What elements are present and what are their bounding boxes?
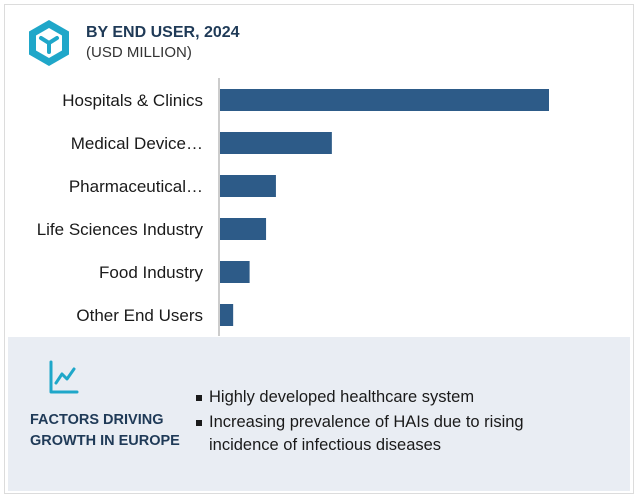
bar-chart: Hospitals & Clinics Medical Device… Pharma… xyxy=(37,78,549,336)
cube-logo-icon xyxy=(29,20,69,66)
factor-item: Highly developed healthcare system xyxy=(196,386,596,409)
category-label: Food Industry xyxy=(99,263,203,282)
bullet-icon xyxy=(196,420,202,426)
factors-heading: FACTORS DRIVING GROWTH IN EUROPE xyxy=(30,412,180,449)
factors-list: Highly developed healthcare system Incre… xyxy=(196,386,596,459)
category-label: Pharmaceutical… xyxy=(69,177,203,196)
bullet-icon xyxy=(196,395,202,401)
factor-item: Increasing prevalence of HAIs due to ris… xyxy=(196,411,596,457)
category-label: Life Sciences Industry xyxy=(37,220,204,239)
factor-text: Highly developed healthcare system xyxy=(209,388,475,406)
bar xyxy=(220,304,234,326)
bar xyxy=(220,218,267,240)
category-label: Hospitals & Clinics xyxy=(62,91,203,110)
factors-panel xyxy=(8,337,630,491)
bar xyxy=(220,175,276,197)
infographic-frame xyxy=(4,4,634,494)
bar xyxy=(220,89,549,111)
factor-text: Increasing prevalence of HAIs due to ris… xyxy=(209,413,524,454)
bar xyxy=(220,261,250,283)
category-label: Other End Users xyxy=(76,306,203,325)
chart-title: BY END USER, 2024 xyxy=(86,24,240,41)
chart-subtitle: (USD MILLION) xyxy=(86,44,192,61)
category-label: Medical Device… xyxy=(71,134,203,153)
trend-chart-icon xyxy=(49,360,79,394)
bar xyxy=(220,132,332,154)
